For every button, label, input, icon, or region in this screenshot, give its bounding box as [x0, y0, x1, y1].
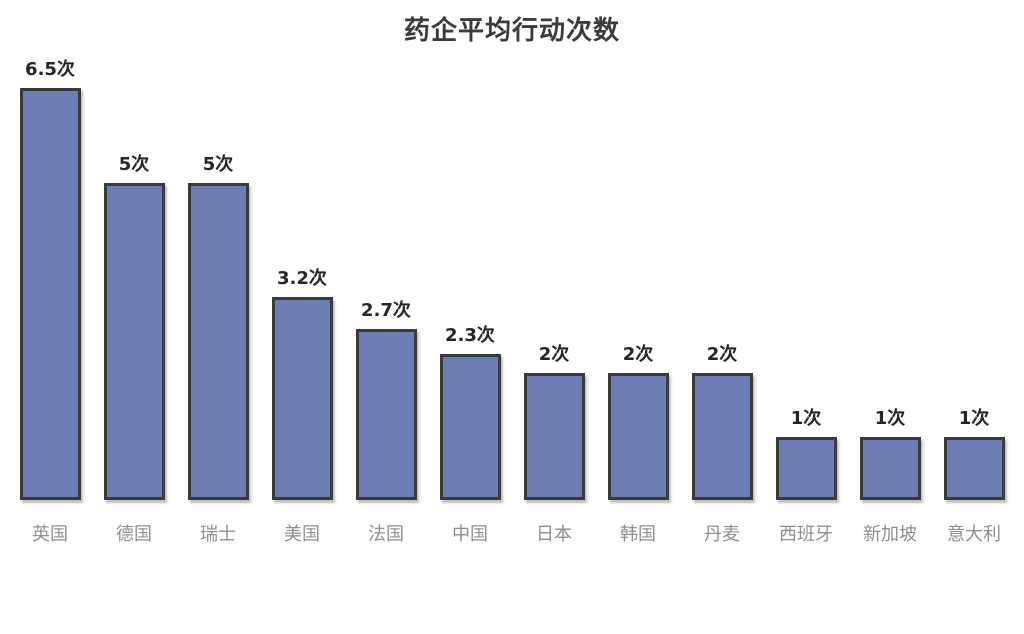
bar: [607, 373, 669, 500]
bar: [103, 183, 165, 500]
bar: [439, 354, 501, 500]
bar: [271, 297, 333, 500]
bar: [859, 437, 921, 500]
bar-column: 3.2次美国: [260, 0, 344, 545]
bar: [523, 373, 585, 500]
bar-column: 2次丹麦: [680, 0, 764, 545]
bar-column: 2.3次中国: [428, 0, 512, 545]
bar-value-label: 2.3次: [445, 325, 495, 346]
bar-chart-plot-area: 6.5次 英国 5次 德国 5次 瑞士 3.2次 美国 2.7次 法国 2.3次 中国 2次 日本 2次 韩国…: [8, 0, 1016, 545]
bar-column: 1次意大利: [932, 0, 1016, 545]
bar-column: 5次德国: [92, 0, 176, 545]
bar-category-label: 日本: [536, 524, 572, 545]
bar-category-label: 法国: [368, 524, 404, 545]
bar-column: 1次新加坡: [848, 0, 932, 545]
bar: [775, 437, 837, 500]
bar-value-label: 5次: [118, 154, 150, 175]
bar-category-label: 丹麦: [704, 524, 740, 545]
bar-value-label: 2次: [622, 344, 654, 365]
bar: [943, 437, 1005, 500]
bar-category-label: 美国: [284, 524, 320, 545]
bar-category-label: 西班牙: [779, 524, 833, 545]
bar: [187, 183, 249, 500]
bar-value-label: 1次: [874, 408, 906, 429]
bar: [691, 373, 753, 500]
bar-column: 1次西班牙: [764, 0, 848, 545]
bar-category-label: 新加坡: [863, 524, 917, 545]
bar-category-label: 中国: [452, 524, 488, 545]
bar-value-label: 2次: [538, 344, 570, 365]
bar-category-label: 英国: [32, 524, 68, 545]
bar-value-label: 6.5次: [25, 59, 75, 80]
bar-value-label: 3.2次: [277, 268, 327, 289]
bar-value-label: 1次: [958, 408, 990, 429]
bar: [19, 88, 81, 500]
bar-category-label: 韩国: [620, 524, 656, 545]
bar-category-label: 意大利: [947, 524, 1001, 545]
bar-column: 6.5次英国: [8, 0, 92, 545]
chart-title: 药企平均行动次数: [403, 16, 620, 46]
bar-category-label: 德国: [116, 524, 152, 545]
bar-value-label: 2.7次: [361, 300, 411, 321]
bar-column: 2.7次法国: [344, 0, 428, 545]
bar: [355, 329, 417, 500]
bar-value-label: 2次: [706, 344, 738, 365]
bar-column: 5次瑞士: [176, 0, 260, 545]
bar-column: 2次日本: [512, 0, 596, 545]
bar-column: 2次韩国: [596, 0, 680, 545]
bar-category-label: 瑞士: [200, 524, 236, 545]
bar-value-label: 1次: [790, 408, 822, 429]
bar-value-label: 5次: [202, 154, 234, 175]
